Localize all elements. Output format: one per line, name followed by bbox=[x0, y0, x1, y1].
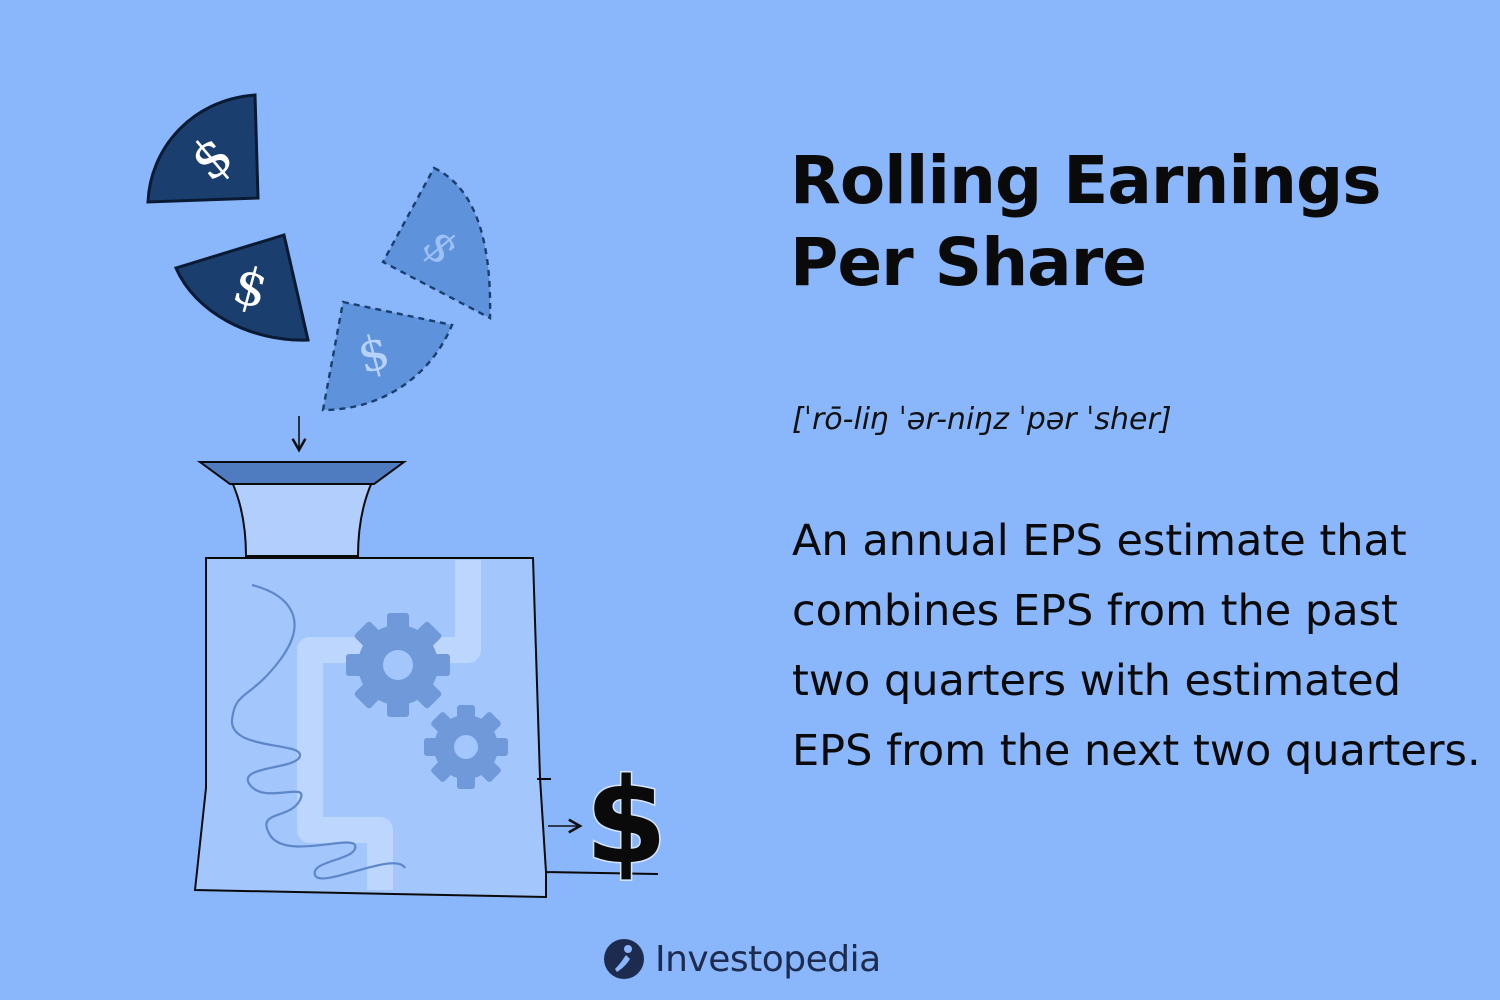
dollar-wedge-icon: $ bbox=[381, 166, 492, 320]
dollar-sign-icon: $ bbox=[583, 751, 668, 892]
page-title: Rolling Earnings Per Share bbox=[790, 142, 1382, 301]
pronunciation: [ˈrō-liŋ ˈər-niŋz ˈpər ˈsher] bbox=[792, 402, 1172, 437]
dollar-wedge-icon: $ bbox=[146, 93, 260, 204]
investopedia-logo-icon bbox=[604, 939, 644, 979]
dollar-wedge-icon: $ bbox=[321, 300, 454, 412]
brand-logo[interactable]: Investopedia bbox=[603, 932, 881, 986]
eps-machine-illustration: $ $ $ $ bbox=[146, 93, 669, 899]
funnel-icon bbox=[196, 461, 408, 557]
gear-icon bbox=[346, 613, 450, 717]
svg-text:$: $ bbox=[585, 752, 667, 890]
definition-text: An annual EPS estimate that combines EPS… bbox=[792, 516, 1481, 776]
dollar-wedge-icon: $ bbox=[173, 233, 310, 342]
gear-icon bbox=[424, 705, 508, 789]
machine-icon bbox=[193, 557, 659, 899]
brand-name: Investopedia bbox=[655, 938, 881, 980]
